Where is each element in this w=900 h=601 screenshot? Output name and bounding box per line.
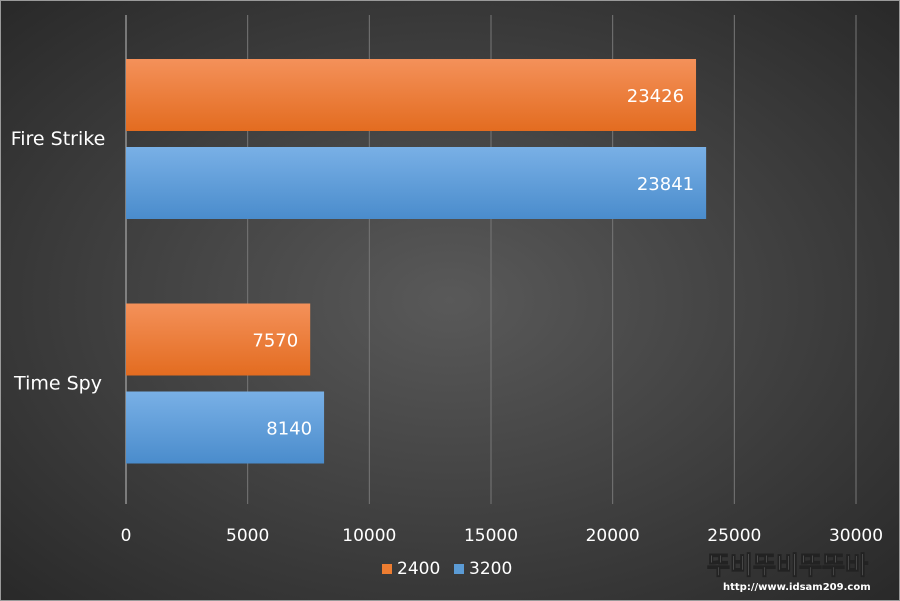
bar-2400-0: [126, 59, 697, 131]
x-tick-label: 20000: [586, 526, 640, 546]
bar-3200-1: [126, 391, 325, 464]
category-label: Time Spy: [13, 373, 102, 395]
x-tick-label: 25000: [707, 526, 761, 546]
legend: 2400 3200: [382, 559, 512, 579]
x-tick-label: 30000: [829, 526, 883, 546]
legend-swatch-3200: [454, 564, 464, 574]
watermark-logo: 뚜비뚜비뚜뚜바 http://www.idsam209.com: [707, 551, 871, 594]
x-tick-label: 0: [121, 526, 132, 546]
legend-label-2400: 2400: [397, 559, 440, 579]
x-tick-label: 5000: [226, 526, 269, 546]
legend-label-3200: 3200: [469, 559, 512, 579]
data-label: 23426: [627, 86, 684, 107]
bars: [126, 59, 707, 464]
labels: 0 5000 10000 15000 20000 25000 30000 Fire Strik…: [11, 86, 883, 546]
watermark-logo-text: 뚜비뚜비뚜뚜바: [707, 551, 868, 580]
bar-3200-0: [126, 147, 707, 219]
bar-2400-1: [126, 303, 311, 376]
legend-swatch-2400: [382, 564, 392, 574]
data-label: 8140: [266, 419, 312, 440]
x-tick-label: 10000: [342, 526, 396, 546]
category-label: Fire Strike: [11, 128, 106, 150]
x-tick-label: 15000: [464, 526, 518, 546]
data-label: 7570: [252, 331, 298, 352]
watermark-url-text: http://www.idsam209.com: [723, 582, 871, 593]
data-label: 23841: [637, 174, 694, 195]
